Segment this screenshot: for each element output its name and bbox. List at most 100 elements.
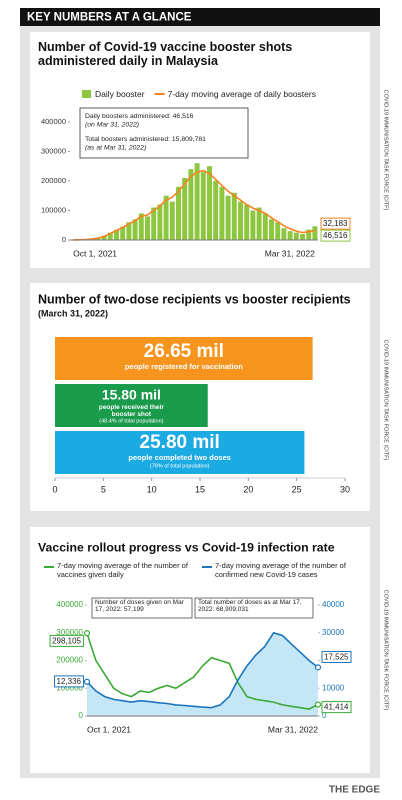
- bar: [132, 219, 138, 240]
- text-box: people completed two doses: [128, 454, 231, 462]
- x-tick-label: Oct 1, 2021: [73, 248, 117, 258]
- y-tick-label: 400000: [56, 600, 83, 609]
- bar: [55, 431, 305, 474]
- y-tick-label: 100000: [41, 205, 66, 214]
- chart-subtitle: (March 31, 2022): [38, 308, 108, 318]
- label-box: [49, 634, 85, 647]
- end-dot: [314, 701, 322, 708]
- label-box: [54, 675, 85, 688]
- source: COVID-19 IMMUNISATION TASK FORCE (CITF): [383, 90, 389, 211]
- bar: [138, 213, 144, 240]
- y-tick-label: 10000: [322, 683, 345, 692]
- end-label: 46,516: [323, 231, 348, 240]
- x-tick-label: Mar 31, 2022: [265, 248, 315, 258]
- bar: [281, 228, 287, 240]
- chart-title: Number of two-dose recipients vs booster…: [38, 292, 351, 306]
- label-box: [321, 650, 352, 663]
- value-label: 298,105: [52, 636, 81, 645]
- line: [86, 631, 319, 709]
- x-tick-label: 10: [147, 484, 157, 494]
- bar: [114, 229, 119, 240]
- bar-note: (48.4% of total population): [99, 418, 163, 424]
- bar: [219, 186, 225, 240]
- bar: [207, 166, 212, 240]
- bar: [293, 232, 299, 240]
- brand: THE EDGE: [329, 785, 380, 796]
- value-label: 12,336: [57, 677, 82, 686]
- legend-label: 7-day moving average of daily boosters: [168, 89, 316, 99]
- bar-value-label: 25.80 mil: [140, 432, 220, 453]
- bar: [231, 192, 237, 240]
- bar: [126, 222, 132, 240]
- source: COVID-19 IMMUNISATION TASK FORCE (CITF): [383, 340, 389, 461]
- area: [87, 632, 318, 716]
- bar: [101, 235, 107, 240]
- chart-title: Vaccine rollout progress vs Covid-19 inf…: [38, 540, 335, 554]
- text-box: Total number of doses as at Mar 17, 2022…: [198, 599, 302, 614]
- annotation: Total boosters administered: 15,809,781: [85, 136, 206, 143]
- bar: [55, 337, 313, 380]
- x-tick-label: Mar 31, 2022: [268, 724, 318, 734]
- bar-value-label: 15.80 mil: [102, 387, 161, 403]
- bar-note: (79% of total population): [150, 463, 210, 469]
- legend-label: Daily booster: [95, 89, 145, 99]
- bar-value-label: 26.65 mil: [144, 341, 224, 362]
- bar: [269, 219, 274, 240]
- y-tick-label: 400000: [41, 117, 66, 126]
- annotation: Total number of doses as at Mar 17, 2022…: [198, 599, 302, 614]
- bar: [188, 169, 194, 240]
- y-tick-label: 300000: [41, 146, 66, 155]
- y-tick-label: 100000: [56, 683, 83, 692]
- bar-description: people received their booster shot: [98, 404, 164, 418]
- bar: [250, 210, 256, 240]
- text-box: 7-day moving average of the number of va…: [57, 562, 188, 579]
- text-box: Number of Covid-19 vaccine booster shots…: [38, 40, 293, 69]
- bar: [200, 172, 206, 240]
- legend-swatch: [82, 90, 91, 98]
- x-tick-label: 25: [292, 484, 302, 494]
- x-tick-label: 20: [243, 484, 253, 494]
- bar: [169, 201, 175, 240]
- value-label: 17,525: [324, 652, 349, 661]
- bar: [238, 201, 243, 240]
- annotation: (as at Mar 31, 2022): [85, 144, 146, 151]
- bar: [55, 384, 208, 427]
- legend-label: 7-day moving average of the number of co…: [215, 562, 346, 579]
- end-dot: [83, 630, 91, 637]
- bar: [300, 234, 305, 240]
- bar: [176, 186, 181, 240]
- end-dot: [314, 664, 322, 671]
- x-tick-label: Oct 1, 2021: [87, 724, 131, 734]
- source: COVID-19 IMMUNISATION TASK FORCE (CITF): [383, 590, 389, 711]
- bar: [194, 163, 200, 240]
- line: [86, 633, 319, 710]
- end-label: 32,183: [323, 219, 348, 228]
- annotation-box: [91, 597, 193, 619]
- bar: [312, 226, 318, 240]
- line: [73, 169, 316, 241]
- chart-title: Number of Covid-19 vaccine booster shots…: [38, 40, 293, 69]
- annotation: Daily boosters administered: 46,516: [85, 113, 194, 120]
- bar: [163, 195, 169, 240]
- bar: [287, 231, 293, 240]
- bar: [120, 226, 126, 240]
- bar-description: people registered for vaccination: [124, 363, 243, 371]
- bar: [107, 232, 113, 240]
- label-box: [320, 217, 351, 230]
- annotation: (on Mar 31, 2022): [85, 121, 139, 128]
- bar: [213, 180, 219, 240]
- y-tick-label: 200000: [41, 176, 66, 185]
- panel: [30, 527, 370, 773]
- text-box: people received their booster shot: [98, 404, 164, 418]
- y-tick-label: 0: [79, 711, 84, 720]
- value-label: 41,414: [324, 703, 349, 712]
- bar: [275, 222, 281, 240]
- header-band: [20, 8, 380, 26]
- y-tick-label: 0: [62, 235, 66, 244]
- x-tick-label: 15: [195, 484, 205, 494]
- annotation: Number of doses given on Mar 17, 2022: 5…: [95, 599, 184, 614]
- legend-label: 7-day moving average of the number of va…: [57, 562, 188, 579]
- x-tick-label: 0: [52, 484, 57, 494]
